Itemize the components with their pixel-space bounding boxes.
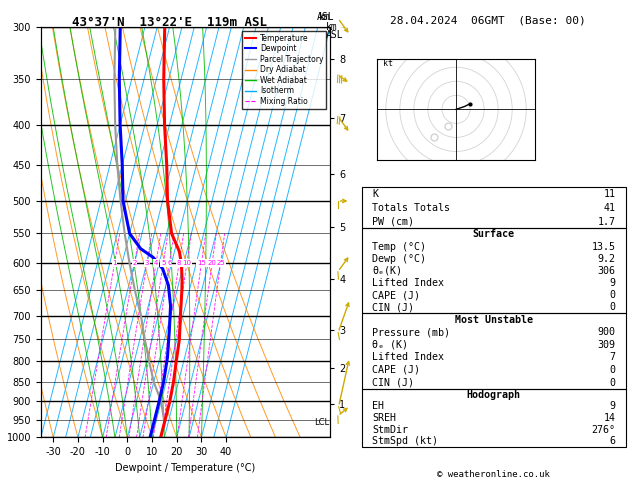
Text: CIN (J): CIN (J) <box>372 302 415 312</box>
Text: 43°37'N  13°22'E  119m ASL: 43°37'N 13°22'E 119m ASL <box>72 16 267 29</box>
Text: 306: 306 <box>598 266 615 276</box>
Text: 0: 0 <box>610 290 615 300</box>
Text: 10: 10 <box>182 260 191 266</box>
X-axis label: Dewpoint / Temperature (°C): Dewpoint / Temperature (°C) <box>116 463 255 473</box>
Text: 1.7: 1.7 <box>598 217 615 226</box>
Text: Totals Totals: Totals Totals <box>372 203 450 213</box>
Text: Temp (°C): Temp (°C) <box>372 242 426 252</box>
Text: 28.04.2024  06GMT  (Base: 00): 28.04.2024 06GMT (Base: 00) <box>389 16 586 26</box>
Text: km: km <box>320 12 331 22</box>
Text: 3: 3 <box>145 260 149 266</box>
Text: Dewp (°C): Dewp (°C) <box>372 254 426 264</box>
Text: 1: 1 <box>113 260 117 266</box>
Text: 6: 6 <box>167 260 172 266</box>
Text: K: K <box>372 189 378 199</box>
Text: 0: 0 <box>610 365 615 375</box>
Text: ASL: ASL <box>316 0 334 22</box>
Text: StmDir: StmDir <box>372 425 408 434</box>
Text: Pressure (mb): Pressure (mb) <box>372 327 450 337</box>
Text: 20: 20 <box>208 260 216 266</box>
Text: 2: 2 <box>132 260 136 266</box>
Text: θₑ(K): θₑ(K) <box>372 266 402 276</box>
Text: 14: 14 <box>603 413 615 423</box>
Text: 6: 6 <box>610 436 615 446</box>
Text: km: km <box>326 22 338 32</box>
Text: CIN (J): CIN (J) <box>372 378 415 387</box>
Text: CAPE (J): CAPE (J) <box>372 365 420 375</box>
Text: Hodograph: Hodograph <box>467 390 521 399</box>
Text: 25: 25 <box>216 260 225 266</box>
Text: 9.2: 9.2 <box>598 254 615 264</box>
Text: StmSpd (kt): StmSpd (kt) <box>372 436 438 446</box>
Text: 309: 309 <box>598 340 615 350</box>
Text: 7: 7 <box>610 352 615 363</box>
Text: 11: 11 <box>603 189 615 199</box>
Text: 0: 0 <box>610 378 615 387</box>
Text: 276°: 276° <box>591 425 615 434</box>
Text: 0: 0 <box>610 302 615 312</box>
Text: Most Unstable: Most Unstable <box>455 315 533 325</box>
Text: 41: 41 <box>603 203 615 213</box>
Y-axis label: hPa: hPa <box>0 222 1 242</box>
Text: θₑ (K): θₑ (K) <box>372 340 408 350</box>
Text: kt: kt <box>383 59 393 68</box>
Text: Lifted Index: Lifted Index <box>372 352 444 363</box>
Legend: Temperature, Dewpoint, Parcel Trajectory, Dry Adiabat, Wet Adiabat, Isotherm, Mi: Temperature, Dewpoint, Parcel Trajectory… <box>242 31 326 109</box>
Text: SREH: SREH <box>372 413 396 423</box>
Text: 8: 8 <box>177 260 181 266</box>
Text: 4: 4 <box>154 260 159 266</box>
Text: 9: 9 <box>610 401 615 411</box>
Text: Lifted Index: Lifted Index <box>372 278 444 288</box>
Text: EH: EH <box>372 401 384 411</box>
Text: © weatheronline.co.uk: © weatheronline.co.uk <box>437 469 550 479</box>
Text: LCL: LCL <box>314 418 329 427</box>
Text: 900: 900 <box>598 327 615 337</box>
Text: 13.5: 13.5 <box>591 242 615 252</box>
Text: 5: 5 <box>161 260 165 266</box>
Text: 9: 9 <box>610 278 615 288</box>
Text: ASL: ASL <box>326 30 343 40</box>
Text: PW (cm): PW (cm) <box>372 217 415 226</box>
Text: 15: 15 <box>197 260 206 266</box>
Text: Surface: Surface <box>473 229 515 240</box>
Text: CAPE (J): CAPE (J) <box>372 290 420 300</box>
